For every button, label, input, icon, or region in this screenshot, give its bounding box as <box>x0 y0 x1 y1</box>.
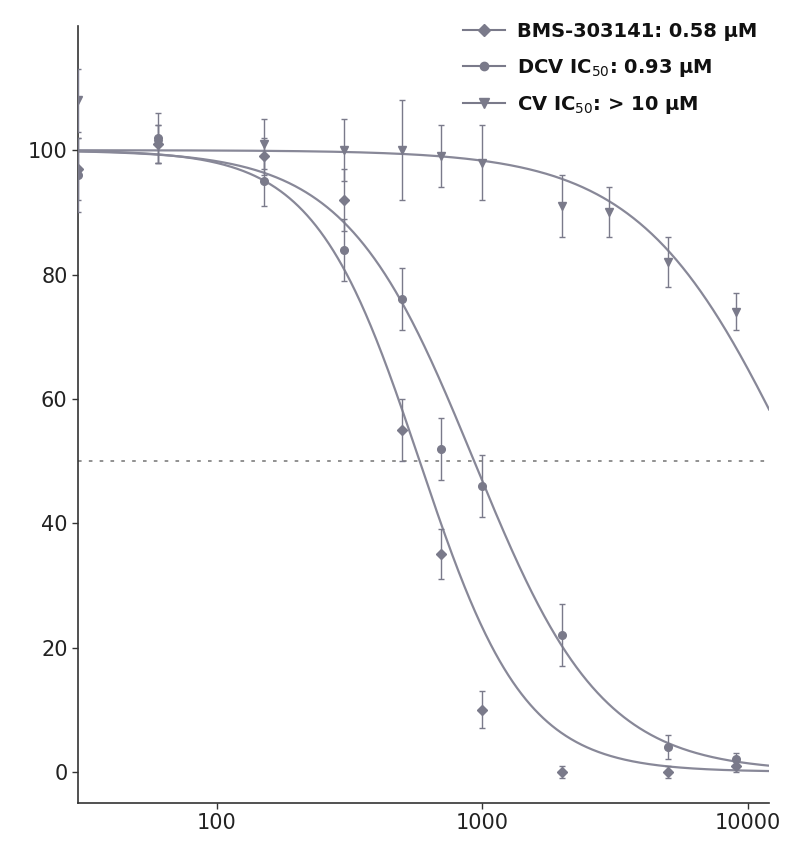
Legend: BMS-303141: 0.58 μM, DCV IC$_{50}$: 0.93 μM, CV IC$_{50}$: > 10 μM: BMS-303141: 0.58 μM, DCV IC$_{50}$: 0.93… <box>455 14 765 124</box>
